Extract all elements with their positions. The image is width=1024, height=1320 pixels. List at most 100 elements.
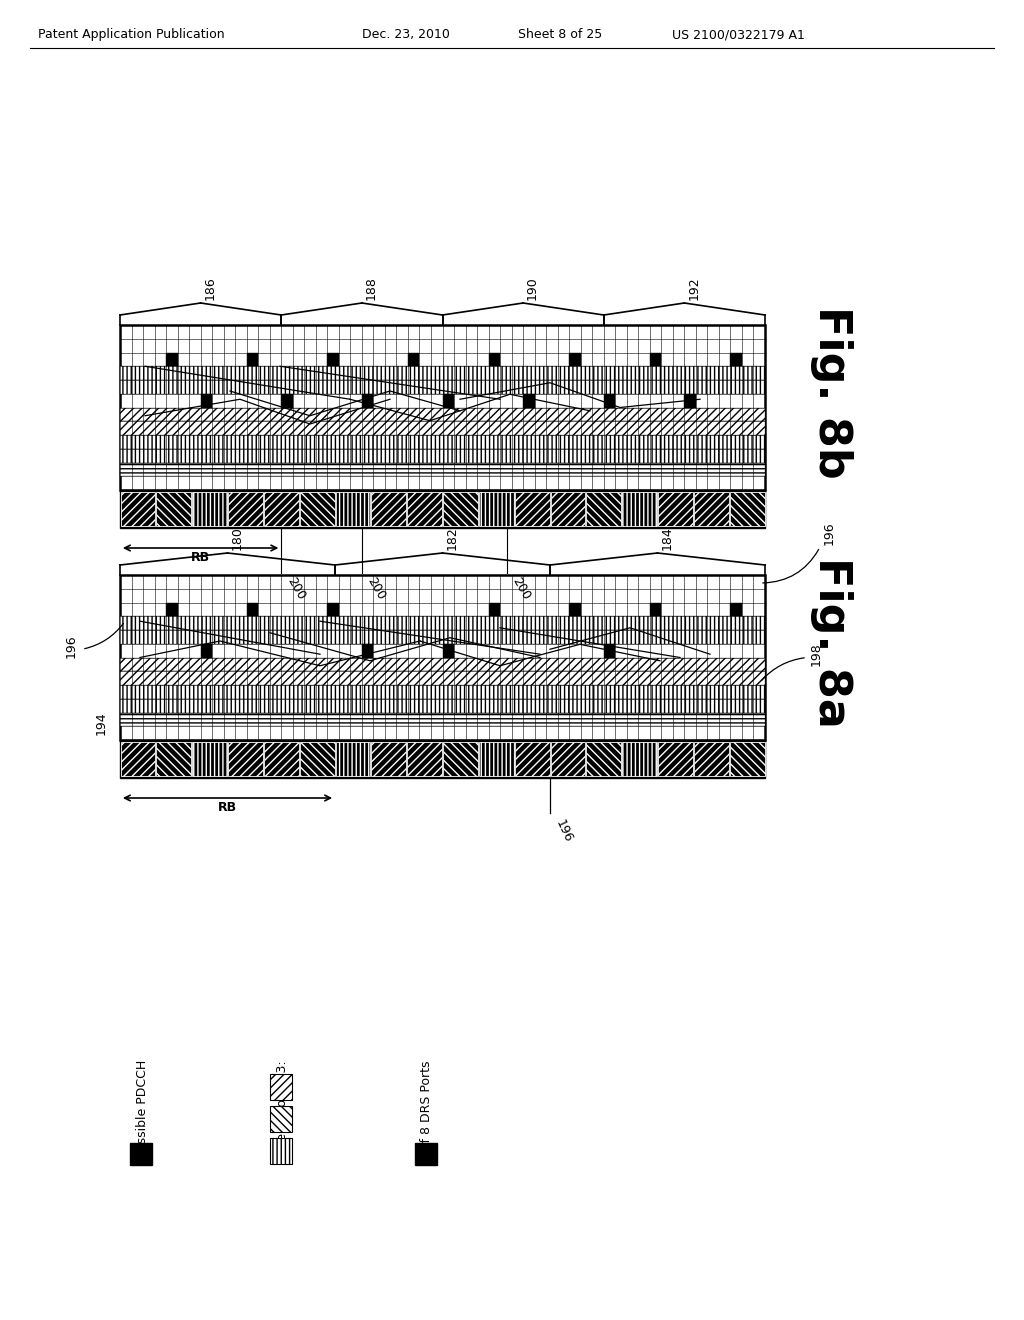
Text: 196: 196 — [823, 521, 836, 545]
Bar — [270, 1106, 292, 1133]
Bar — [569, 602, 581, 616]
Text: 194: 194 — [95, 711, 108, 735]
Bar — [201, 644, 212, 657]
Bar — [300, 492, 335, 525]
Bar — [623, 742, 657, 776]
Bar — [658, 742, 693, 776]
Bar — [328, 352, 339, 366]
Text: US 2100/0322179 A1: US 2100/0322179 A1 — [672, 28, 805, 41]
Bar — [228, 742, 263, 776]
Bar — [604, 393, 615, 408]
Bar — [166, 352, 177, 366]
Bar — [270, 1138, 292, 1164]
Bar — [684, 393, 696, 408]
Bar — [120, 325, 765, 490]
Bar — [442, 644, 454, 657]
Bar — [604, 644, 615, 657]
Bar — [408, 742, 442, 776]
Bar — [488, 352, 500, 366]
Bar — [120, 616, 765, 630]
Bar — [650, 352, 662, 366]
Bar — [372, 742, 407, 776]
Bar — [120, 576, 765, 741]
Bar — [120, 698, 765, 713]
Bar — [443, 492, 478, 525]
Bar — [282, 393, 293, 408]
Bar — [479, 492, 514, 525]
Bar — [730, 602, 742, 616]
Bar — [120, 449, 765, 462]
Bar — [443, 742, 478, 776]
Bar — [488, 602, 500, 616]
Text: 182: 182 — [445, 527, 459, 550]
Bar — [120, 713, 765, 726]
Bar — [442, 393, 454, 408]
Bar — [120, 672, 765, 685]
Bar — [658, 492, 693, 525]
Text: 196: 196 — [553, 818, 574, 845]
Bar — [336, 492, 371, 525]
Bar — [120, 421, 765, 436]
Text: 190: 190 — [526, 276, 539, 300]
Bar — [408, 352, 420, 366]
Bar — [121, 492, 156, 525]
Text: 200: 200 — [510, 576, 534, 602]
Bar — [587, 742, 622, 776]
Text: 186: 186 — [204, 276, 217, 300]
Bar — [120, 408, 765, 421]
Bar — [551, 742, 586, 776]
Bar — [120, 685, 765, 698]
Text: 1 of 8 DRS Ports: 1 of 8 DRS Ports — [421, 1060, 433, 1162]
Text: 184: 184 — [660, 527, 674, 550]
Bar — [515, 492, 550, 525]
Bar — [157, 742, 191, 776]
Text: 200: 200 — [285, 576, 307, 602]
Bar — [623, 492, 657, 525]
Text: Patent Application Publication: Patent Application Publication — [38, 28, 224, 41]
Bar — [336, 742, 371, 776]
Bar — [120, 462, 765, 477]
Bar — [130, 1143, 152, 1166]
Bar — [523, 393, 535, 408]
Bar — [193, 492, 227, 525]
Bar — [247, 352, 258, 366]
Bar — [569, 352, 581, 366]
Bar — [120, 366, 765, 380]
Bar — [730, 492, 765, 525]
Text: Possible PDCCH: Possible PDCCH — [135, 1060, 148, 1158]
Bar — [120, 490, 765, 528]
Bar — [201, 393, 212, 408]
Text: 196: 196 — [65, 634, 78, 657]
Bar — [120, 436, 765, 449]
Bar — [372, 492, 407, 525]
Bar — [650, 602, 662, 616]
Bar — [408, 492, 442, 525]
Text: Fig. 8b: Fig. 8b — [810, 306, 853, 479]
Text: 188: 188 — [365, 276, 378, 300]
Bar — [730, 742, 765, 776]
Text: RB: RB — [191, 550, 210, 564]
Text: 192: 192 — [687, 276, 700, 300]
Bar — [694, 492, 729, 525]
Bar — [479, 742, 514, 776]
Text: Fig. 8a: Fig. 8a — [810, 557, 853, 727]
Text: Rel 9 Port 0-3:: Rel 9 Port 0-3: — [275, 1060, 289, 1148]
Bar — [228, 492, 263, 525]
Bar — [264, 492, 299, 525]
Bar — [157, 492, 191, 525]
Text: 200: 200 — [365, 576, 388, 602]
Bar — [551, 492, 586, 525]
Bar — [247, 602, 258, 616]
Bar — [166, 602, 177, 616]
Bar — [120, 741, 765, 777]
Text: 198: 198 — [810, 643, 823, 667]
Bar — [120, 657, 765, 672]
Bar — [415, 1143, 437, 1166]
Bar — [193, 742, 227, 776]
Text: 180: 180 — [230, 527, 244, 550]
Bar — [587, 492, 622, 525]
Text: Dec. 23, 2010: Dec. 23, 2010 — [362, 28, 450, 41]
Bar — [120, 630, 765, 644]
Text: RB: RB — [218, 801, 238, 814]
Bar — [121, 742, 156, 776]
